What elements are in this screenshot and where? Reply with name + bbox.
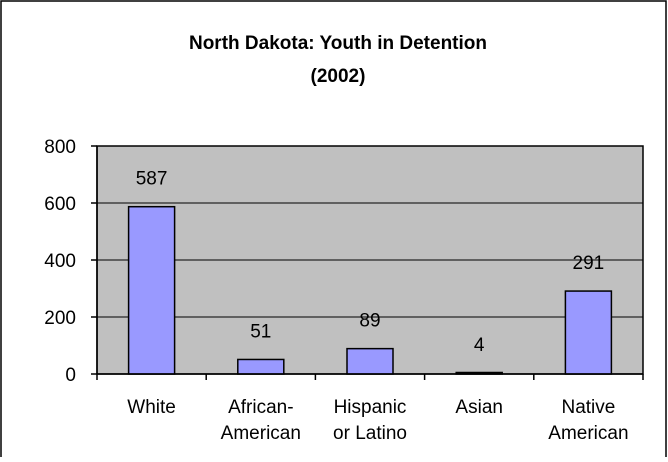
x-category-label: American — [221, 423, 301, 444]
y-tick-label: 0 — [65, 365, 76, 386]
bar-value-label: 51 — [250, 321, 271, 342]
x-category-label: or Latino — [333, 423, 407, 444]
x-category-label: Hispanic — [334, 397, 407, 418]
chart-subtitle: (2002) — [311, 66, 366, 87]
bar-value-label: 4 — [474, 335, 485, 356]
bar-value-label: 587 — [136, 169, 168, 190]
chart-title: North Dakota: Youth in Detention — [189, 33, 487, 54]
y-tick-label: 400 — [44, 251, 76, 272]
x-category-label: White — [127, 397, 176, 418]
x-category-label: Native — [561, 397, 615, 418]
x-category-label: American — [548, 423, 628, 444]
x-category-label: Asian — [455, 397, 503, 418]
y-tick-label: 800 — [44, 137, 76, 158]
y-tick-label: 200 — [44, 308, 76, 329]
bar — [564, 290, 613, 375]
bar-value-label: 291 — [573, 253, 605, 274]
x-category-label: African- — [228, 397, 293, 418]
plot-area: 0 200 400 600 800 587 51 89 4 291 White African- Ame… — [44, 137, 644, 444]
bar — [237, 358, 285, 375]
y-tick-label: 600 — [44, 194, 76, 215]
bar — [127, 205, 176, 375]
bar-value-label: 89 — [359, 311, 380, 332]
bar — [346, 347, 394, 375]
